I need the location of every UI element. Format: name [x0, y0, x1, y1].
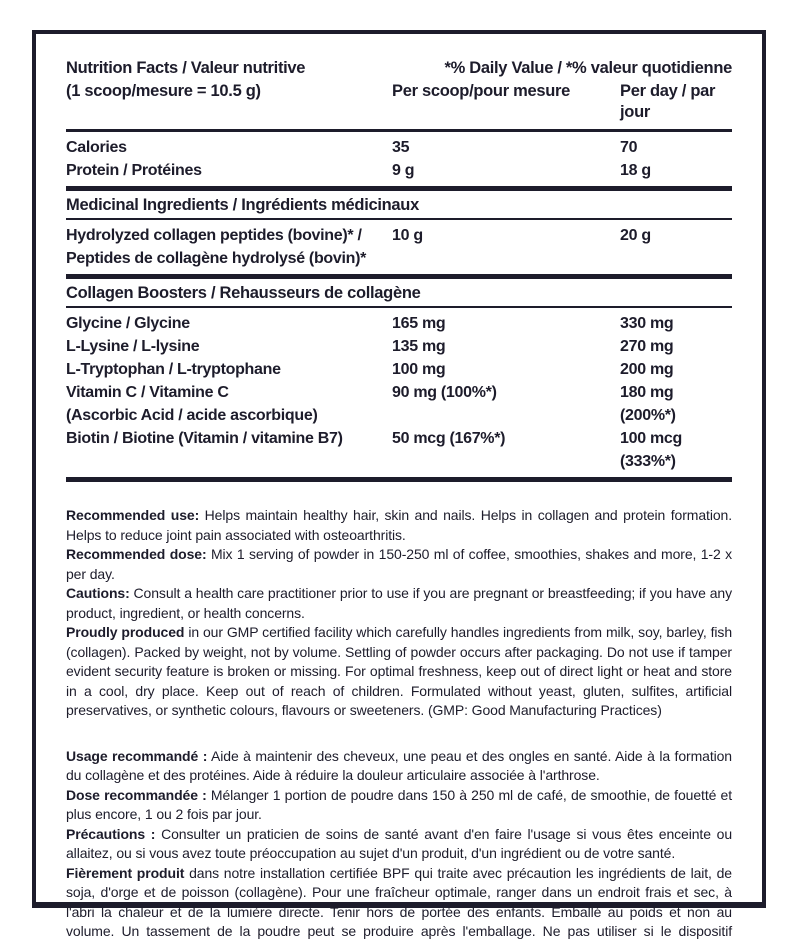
nutrient-name: Vitamin C / Vitamine C (Ascorbic Acid / … — [66, 384, 318, 424]
per-day-value: 18 g — [620, 162, 651, 179]
nutrient-name: Protein / Protéines — [66, 162, 202, 179]
french-info-block: Usage recommandé : Aide à maintenir des … — [66, 747, 732, 940]
per-day-value: 100 mcg (333%*) — [620, 430, 682, 470]
divider — [66, 306, 732, 308]
divider — [66, 129, 732, 132]
precautions-paragraph: Précautions : Consulter un praticien de … — [66, 825, 732, 862]
english-info-block: Recommended use: Helps maintain healthy … — [66, 506, 732, 721]
divider — [66, 274, 732, 279]
table-row: Vitamin C / Vitamine C (Ascorbic Acid / … — [66, 381, 732, 427]
per-day-value: 270 mg — [620, 338, 674, 355]
table-row: Biotin / Biotine (Vitamin / vitamine B7)… — [66, 427, 732, 473]
column-header-per-day: Per day / par jour — [620, 82, 716, 121]
per-scoop-value: 165 mg — [392, 315, 446, 332]
usage-recommande-paragraph: Usage recommandé : Aide à maintenir des … — [66, 747, 732, 784]
per-scoop-value: 100 mg — [392, 361, 446, 378]
proudly-produced-paragraph: Proudly produced in our GMP certified fa… — [66, 624, 733, 718]
table-row: Hydrolyzed collagen peptides (bovine)* /… — [66, 224, 732, 270]
table-header-row1: Nutrition Facts / Valeur nutritive *% Da… — [66, 58, 732, 79]
per-scoop-value: 50 mcg (167%*) — [392, 430, 506, 447]
per-scoop-value: 135 mg — [392, 338, 446, 355]
per-day-value: 70 — [620, 139, 638, 156]
nutrient-name: L-Tryptophan / L-tryptophane — [66, 361, 281, 378]
cautions-paragraph: Cautions: Consult a health care practiti… — [66, 585, 732, 621]
per-day-value: 200 mg — [620, 361, 674, 378]
serving-size: (1 scoop/mesure = 10.5 g) — [66, 82, 261, 100]
nutrient-name: Hydrolyzed collagen peptides (bovine)* /… — [66, 227, 367, 267]
basic-rows: Calories 35 70 Protein / Protéines 9 g 1… — [66, 136, 732, 182]
divider — [66, 186, 732, 191]
per-day-value: 180 mg (200%*) — [620, 384, 676, 424]
nutrient-name: Biotin / Biotine (Vitamin / vitamine B7) — [66, 430, 343, 447]
booster-rows: Glycine / Glycine 165 mg 330 mg L-Lysine… — [66, 312, 732, 473]
nutrient-name: Glycine / Glycine — [66, 315, 190, 332]
daily-value-note: *% Daily Value / *% valeur quotidienne — [444, 59, 732, 77]
medicinal-rows: Hydrolyzed collagen peptides (bovine)* /… — [66, 224, 732, 270]
per-scoop-value: 35 — [392, 139, 410, 156]
per-scoop-value: 90 mg (100%*) — [392, 384, 497, 401]
nutrient-name: Calories — [66, 139, 127, 156]
section-heading-boosters: Collagen Boosters / Rehausseurs de colla… — [66, 284, 421, 302]
nutrition-facts-title: Nutrition Facts / Valeur nutritive — [66, 59, 306, 77]
recommended-dose-paragraph: Recommended dose: Mix 1 serving of powde… — [66, 546, 732, 582]
divider — [66, 218, 732, 220]
per-scoop-value: 10 g — [392, 227, 423, 244]
divider — [66, 477, 732, 482]
per-scoop-value: 9 g — [392, 162, 415, 179]
nutrition-label-box: Nutrition Facts / Valeur nutritive *% Da… — [32, 30, 766, 939]
per-day-value: 20 g — [620, 227, 651, 244]
column-header-per-scoop: Per scoop/pour mesure — [392, 82, 571, 100]
dose-recommandee-paragraph: Dose recommandée : Mélanger 1 portion de… — [66, 786, 732, 823]
recommended-use-paragraph: Recommended use: Helps maintain healthy … — [66, 507, 732, 543]
section-heading-medicinal: Medicinal Ingredients / Ingrédients médi… — [66, 196, 419, 214]
fierement-produit-paragraph: Fièrement produit dans notre installatio… — [66, 864, 732, 940]
nutrient-name: L-Lysine / L-lysine — [66, 338, 200, 355]
table-row: Calories 35 70 — [66, 136, 732, 159]
table-row: Protein / Protéines 9 g 18 g — [66, 159, 732, 182]
per-day-value: 330 mg — [620, 315, 674, 332]
table-row: Glycine / Glycine 165 mg 330 mg — [66, 312, 732, 335]
table-row: L-Tryptophan / L-tryptophane 100 mg 200 … — [66, 358, 732, 381]
table-row: L-Lysine / L-lysine 135 mg 270 mg — [66, 335, 732, 358]
table-header-row2: (1 scoop/mesure = 10.5 g) Per scoop/pour… — [66, 81, 732, 123]
